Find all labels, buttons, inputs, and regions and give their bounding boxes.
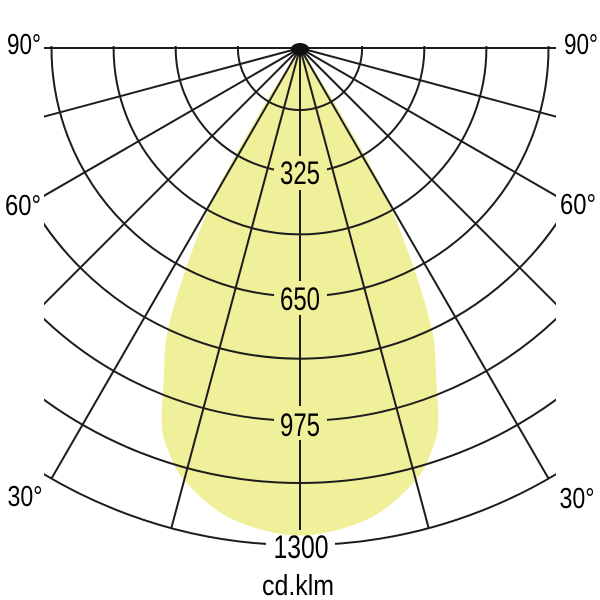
angle-label-30-right: 30°: [560, 483, 595, 515]
angle-ray: [50, 47, 301, 479]
unit-label: cd.klm: [262, 570, 334, 600]
angle-ray: [170, 47, 301, 529]
angle-ray: [299, 47, 556, 306]
angle-ray: [44, 47, 301, 306]
angle-ray: [299, 47, 556, 197]
ring-label-975: 975: [280, 407, 320, 443]
origin-point: [291, 43, 309, 55]
ring-label-325: 325: [280, 155, 320, 191]
angle-ray: [44, 47, 301, 118]
angle-ray: [299, 47, 550, 479]
angle-label-60-right: 60°: [560, 189, 596, 221]
angle-label-90-right: 90°: [564, 29, 598, 61]
angle-ray: [299, 47, 430, 529]
angle-ray: [44, 47, 301, 197]
angle-label-90-left: 90°: [7, 29, 41, 61]
angle-label-60-left: 60°: [5, 190, 41, 222]
angle-ray: [299, 47, 556, 118]
ring-label-1300: 1300: [274, 529, 329, 565]
angle-label-30-left: 30°: [8, 481, 43, 513]
polar-grid: [44, 46, 556, 546]
ring-label-650: 650: [280, 281, 320, 317]
